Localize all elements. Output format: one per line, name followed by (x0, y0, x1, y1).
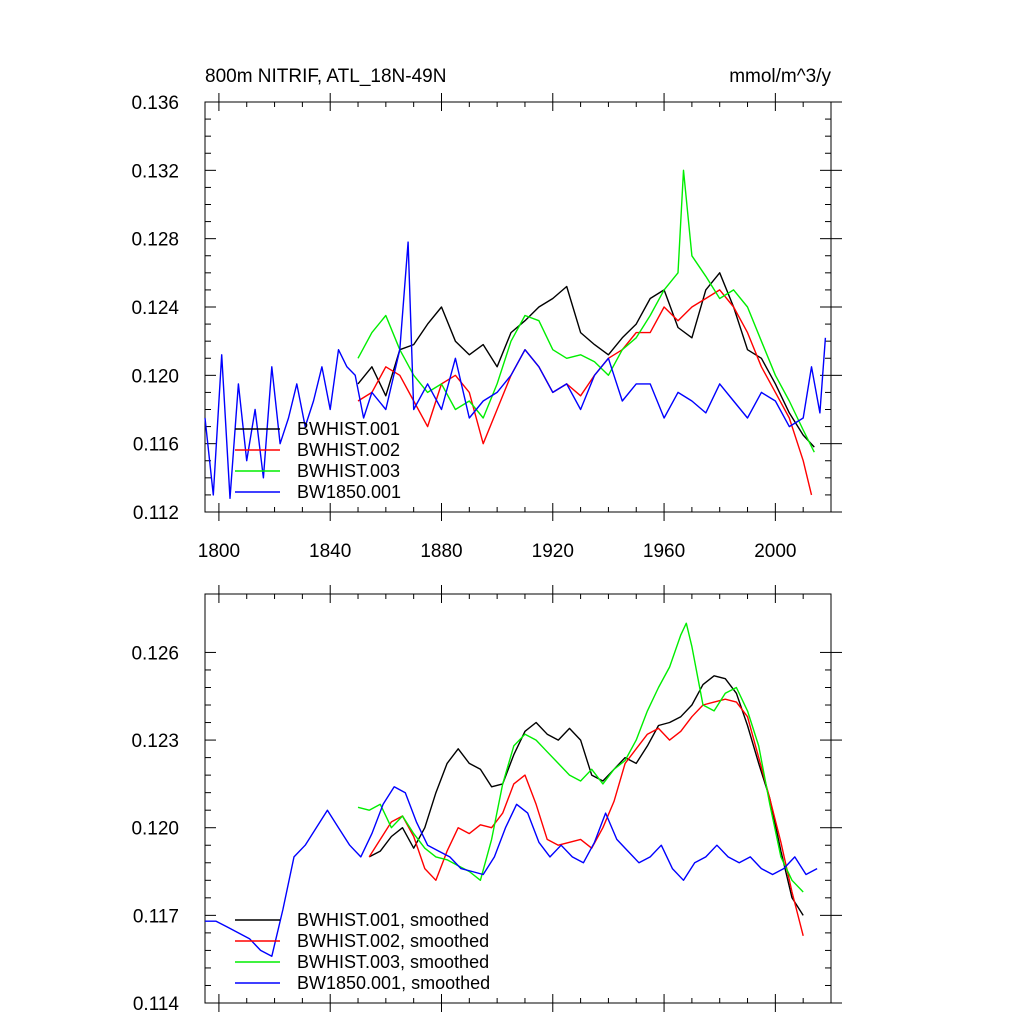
legend-label-3: BW1850.001 (297, 482, 401, 502)
y-tick-label: 0.120 (131, 366, 179, 387)
chart-units: mmol/m^3/y (729, 66, 831, 87)
y-tick-label: 0.114 (133, 994, 180, 1015)
series-line-0 (357, 272, 815, 448)
y-tick-label: 0.128 (131, 230, 179, 251)
y-tick-label: 0.117 (133, 906, 179, 927)
bottom-panel: 0.114 0.117 0.120 0.123 0.126 BWHIST.001, smo… (131, 585, 842, 1015)
y-tick-label: 0.120 (131, 819, 179, 840)
series-line-2 (357, 169, 815, 453)
y-tick-label: 0.126 (131, 643, 179, 664)
legend-label-2: BWHIST.003, smoothed (297, 952, 489, 972)
series-line-3 (205, 786, 818, 957)
plot-frame (204, 593, 832, 1004)
legend-label-1: BWHIST.002, smoothed (297, 931, 489, 951)
x-tick-label: 2000 (754, 541, 796, 562)
series-line-1 (357, 289, 813, 496)
top-panel: 1800 1840 1880 1920 1960 2000 0.112 0.116 0.120 0… (131, 93, 842, 562)
series-line-1 (368, 698, 804, 936)
y-tick-label: 0.136 (131, 93, 179, 114)
legend-label-0: BWHIST.001, smoothed (297, 910, 489, 930)
y-tick-label: 0.124 (131, 298, 179, 319)
legend-label-2: BWHIST.003 (297, 461, 400, 481)
series-line-0 (368, 675, 804, 916)
x-tick-label: 1880 (420, 541, 462, 562)
y-tick-label: 0.132 (131, 161, 179, 182)
x-tick-label: 1920 (532, 541, 574, 562)
legend-label-0: BWHIST.001 (297, 419, 400, 439)
series-line-2 (357, 622, 804, 893)
x-tick-label: 1960 (643, 541, 685, 562)
legend-label-3: BW1850.001, smoothed (297, 973, 490, 993)
chart-title-left: 800m NITRIF, ATL_18N-49N (205, 66, 446, 87)
x-tick-label: 1800 (198, 541, 240, 562)
y-tick-label: 0.112 (133, 503, 179, 524)
series-line-3 (204, 241, 827, 499)
x-tick-label: 1840 (309, 541, 351, 562)
y-tick-label: 0.123 (131, 731, 179, 752)
legend-label-1: BWHIST.002 (297, 440, 400, 460)
y-tick-label: 0.116 (133, 435, 179, 456)
